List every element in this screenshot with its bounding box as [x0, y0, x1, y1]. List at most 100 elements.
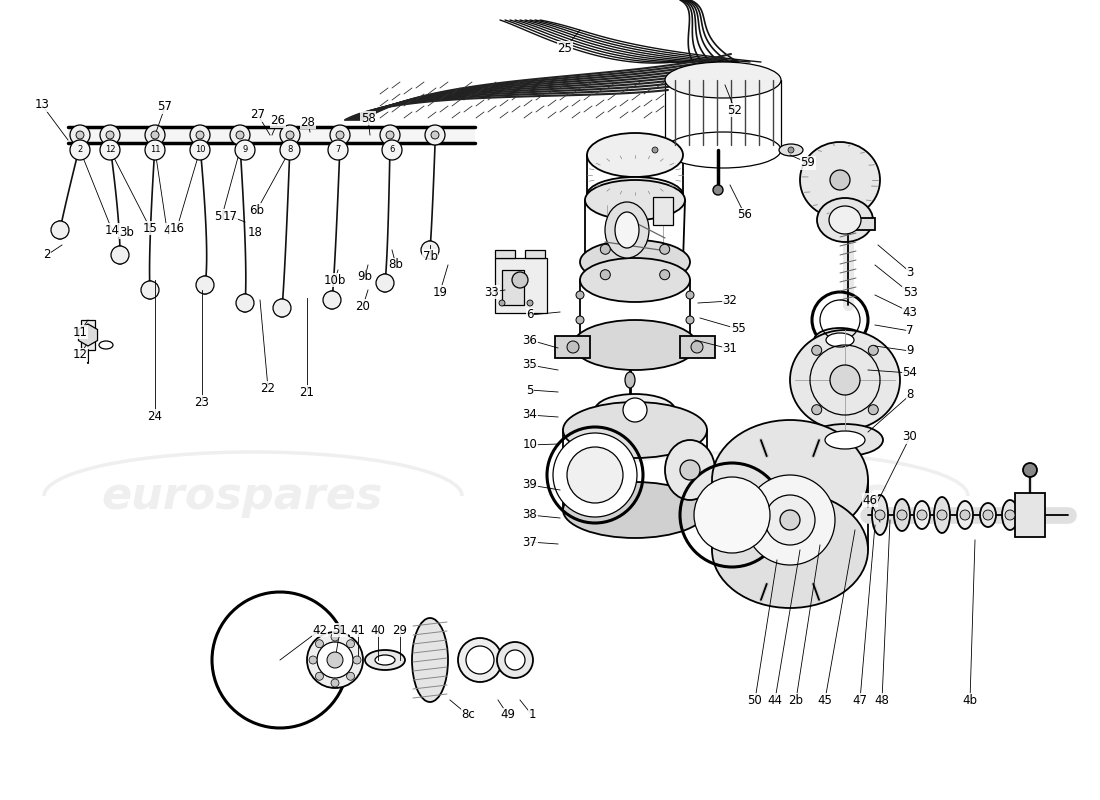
- Ellipse shape: [573, 320, 697, 370]
- Ellipse shape: [666, 440, 715, 500]
- Text: 10: 10: [522, 438, 538, 451]
- Ellipse shape: [817, 198, 873, 242]
- Circle shape: [346, 640, 354, 648]
- Bar: [502, 270, 524, 305]
- Text: 11: 11: [73, 326, 88, 338]
- Text: 19: 19: [432, 286, 448, 298]
- Bar: [81, 320, 95, 350]
- Circle shape: [286, 131, 294, 139]
- Ellipse shape: [587, 177, 683, 213]
- Circle shape: [317, 642, 353, 678]
- Text: 55: 55: [730, 322, 746, 335]
- Ellipse shape: [563, 402, 707, 458]
- Bar: [845, 218, 875, 230]
- Ellipse shape: [580, 258, 690, 302]
- Circle shape: [601, 270, 610, 280]
- Text: 43: 43: [903, 306, 917, 318]
- Circle shape: [652, 147, 658, 153]
- Ellipse shape: [779, 144, 803, 156]
- Text: 2b: 2b: [789, 694, 803, 706]
- Circle shape: [566, 341, 579, 353]
- Text: 5: 5: [526, 383, 534, 397]
- Text: 38: 38: [522, 509, 538, 522]
- Circle shape: [812, 346, 822, 355]
- Text: 47: 47: [852, 694, 868, 706]
- Circle shape: [235, 140, 255, 160]
- Circle shape: [566, 447, 623, 503]
- Ellipse shape: [239, 294, 251, 312]
- Text: 12: 12: [73, 349, 88, 362]
- Ellipse shape: [365, 650, 405, 670]
- Circle shape: [960, 510, 970, 520]
- Text: 5b: 5b: [214, 210, 230, 222]
- Circle shape: [273, 299, 292, 317]
- Text: 7b: 7b: [422, 250, 438, 262]
- Circle shape: [896, 510, 907, 520]
- Circle shape: [376, 274, 394, 292]
- Circle shape: [694, 477, 770, 553]
- Circle shape: [145, 125, 165, 145]
- Text: 7: 7: [336, 146, 341, 154]
- Bar: [653, 197, 673, 225]
- Circle shape: [505, 650, 525, 670]
- Text: 3: 3: [906, 266, 914, 278]
- Circle shape: [70, 140, 90, 160]
- Circle shape: [937, 510, 947, 520]
- Text: 54: 54: [903, 366, 917, 379]
- Text: 58: 58: [361, 111, 375, 125]
- Circle shape: [788, 147, 794, 153]
- Text: 59: 59: [801, 157, 815, 170]
- Text: 23: 23: [195, 395, 209, 409]
- Text: eurospares: eurospares: [607, 474, 889, 518]
- Text: 21: 21: [299, 386, 315, 398]
- Text: 30: 30: [903, 430, 917, 443]
- Text: 11: 11: [150, 146, 161, 154]
- Text: 10b: 10b: [323, 274, 346, 286]
- Circle shape: [499, 300, 505, 306]
- Text: 31: 31: [723, 342, 737, 355]
- Text: 39: 39: [522, 478, 538, 491]
- Bar: [680, 336, 715, 358]
- Ellipse shape: [587, 133, 683, 177]
- Ellipse shape: [1002, 500, 1018, 530]
- Text: 10: 10: [195, 146, 206, 154]
- Circle shape: [196, 276, 214, 294]
- Circle shape: [686, 316, 694, 324]
- Text: 42: 42: [312, 623, 328, 637]
- Circle shape: [497, 642, 534, 678]
- Text: 1: 1: [528, 709, 536, 722]
- Ellipse shape: [615, 212, 639, 248]
- Text: 40: 40: [371, 623, 385, 637]
- Text: 8c: 8c: [461, 709, 475, 722]
- Circle shape: [70, 125, 90, 145]
- Circle shape: [713, 185, 723, 195]
- Text: 8b: 8b: [388, 258, 404, 271]
- Ellipse shape: [326, 291, 338, 309]
- Text: 8: 8: [287, 146, 293, 154]
- Circle shape: [868, 405, 878, 414]
- Text: 9b: 9b: [358, 270, 373, 283]
- Text: 6: 6: [526, 309, 534, 322]
- Ellipse shape: [199, 276, 211, 294]
- Bar: [556, 336, 590, 358]
- Circle shape: [280, 140, 300, 160]
- Ellipse shape: [585, 180, 685, 220]
- Text: 25: 25: [558, 42, 572, 54]
- Bar: [495, 258, 547, 313]
- Circle shape: [151, 131, 160, 139]
- Polygon shape: [78, 324, 98, 346]
- Text: 6: 6: [389, 146, 395, 154]
- Text: 26: 26: [271, 114, 286, 127]
- Text: 2: 2: [77, 146, 82, 154]
- Text: 57: 57: [157, 101, 173, 114]
- Text: 41: 41: [351, 623, 365, 637]
- Circle shape: [331, 679, 339, 687]
- Ellipse shape: [814, 328, 866, 352]
- Circle shape: [382, 140, 402, 160]
- Text: 6b: 6b: [250, 203, 264, 217]
- Circle shape: [309, 656, 317, 664]
- Circle shape: [874, 510, 886, 520]
- Ellipse shape: [712, 492, 868, 608]
- Text: 12: 12: [104, 146, 116, 154]
- Circle shape: [316, 640, 323, 648]
